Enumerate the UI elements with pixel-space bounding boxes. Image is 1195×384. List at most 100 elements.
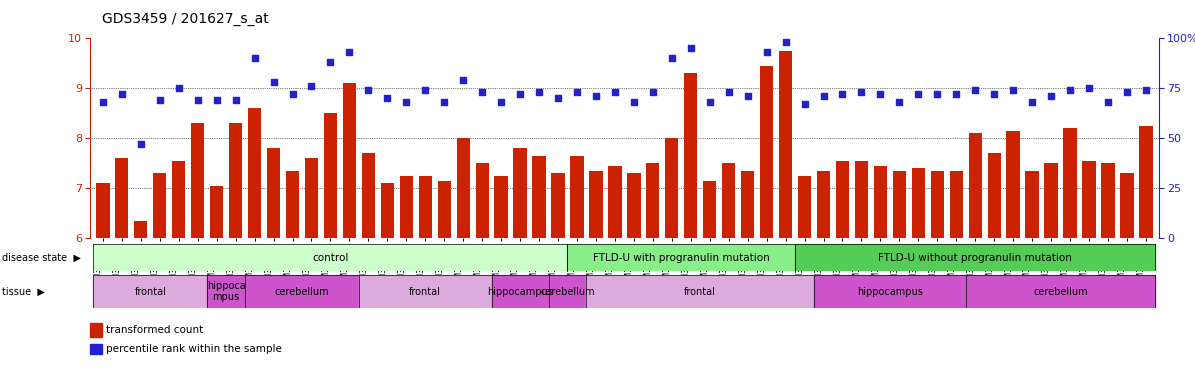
Bar — [418, 176, 431, 238]
Bar — [476, 163, 489, 238]
Bar — [1064, 128, 1077, 238]
Text: FTLD-U without progranulin mutation: FTLD-U without progranulin mutation — [878, 253, 1072, 263]
Point — [795, 101, 814, 108]
Point — [1023, 99, 1042, 105]
Bar — [153, 173, 166, 238]
Point — [908, 91, 927, 98]
Text: cerebellum: cerebellum — [1034, 286, 1087, 297]
Point — [112, 91, 131, 98]
Bar — [893, 170, 906, 238]
Bar — [456, 138, 470, 238]
Bar — [191, 123, 204, 238]
Point — [188, 97, 207, 103]
Point — [321, 59, 341, 65]
Point — [264, 79, 283, 85]
Bar — [210, 186, 223, 238]
Point — [283, 91, 302, 98]
Text: FTLD-U with progranulin mutation: FTLD-U with progranulin mutation — [593, 253, 770, 263]
Point — [397, 99, 416, 105]
Point — [985, 91, 1004, 98]
Text: cerebellum: cerebellum — [275, 286, 330, 297]
Bar — [305, 158, 318, 238]
Point — [890, 99, 909, 105]
Bar — [551, 173, 565, 238]
Bar — [814, 275, 966, 308]
Point — [643, 89, 662, 95]
Text: hippocampus: hippocampus — [857, 286, 923, 297]
Point — [435, 99, 454, 105]
Bar — [97, 183, 110, 238]
Point — [1098, 99, 1117, 105]
Text: tissue  ▶: tissue ▶ — [2, 286, 45, 297]
Bar — [514, 148, 527, 238]
Point — [568, 89, 587, 95]
Point — [719, 89, 739, 95]
Bar — [684, 73, 698, 238]
Bar — [969, 133, 982, 238]
Point — [624, 99, 643, 105]
Bar — [495, 176, 508, 238]
Bar — [987, 153, 1000, 238]
Point — [491, 99, 510, 105]
Point — [510, 91, 529, 98]
Point — [529, 89, 549, 95]
Bar — [950, 170, 963, 238]
Point — [93, 99, 112, 105]
Point — [339, 49, 358, 55]
Bar — [795, 244, 1156, 271]
Bar — [549, 275, 587, 308]
Bar — [358, 275, 491, 308]
Bar — [646, 163, 660, 238]
Text: frontal: frontal — [134, 286, 166, 297]
Bar — [245, 275, 358, 308]
Bar — [491, 275, 549, 308]
Point — [226, 97, 245, 103]
Bar — [437, 180, 451, 238]
Bar — [779, 51, 792, 238]
Point — [681, 45, 700, 51]
Text: percentile rank within the sample: percentile rank within the sample — [106, 344, 282, 354]
Bar — [570, 156, 583, 238]
Point — [700, 99, 719, 105]
Point — [416, 87, 435, 93]
Point — [758, 49, 777, 55]
Bar — [568, 244, 795, 271]
Bar — [399, 176, 413, 238]
Bar — [1006, 131, 1019, 238]
Point — [1042, 93, 1061, 99]
Bar — [286, 170, 299, 238]
Bar — [343, 83, 356, 238]
Text: cerebellum: cerebellum — [540, 286, 595, 297]
Point — [871, 91, 890, 98]
Text: hippocampus: hippocampus — [488, 286, 553, 297]
Point — [946, 91, 966, 98]
Bar — [229, 123, 243, 238]
Point — [131, 141, 151, 147]
Point — [454, 77, 473, 83]
Point — [776, 39, 795, 45]
Bar — [854, 161, 868, 238]
Point — [852, 89, 871, 95]
Point — [302, 83, 321, 89]
Point — [1136, 87, 1156, 93]
Bar — [627, 173, 641, 238]
Bar — [249, 108, 262, 238]
Point — [245, 55, 264, 61]
Text: frontal: frontal — [685, 286, 716, 297]
Point — [549, 95, 568, 101]
Bar — [741, 170, 754, 238]
Point — [1060, 87, 1079, 93]
Point — [1004, 87, 1023, 93]
Point — [587, 93, 606, 99]
Point — [1079, 85, 1098, 91]
Bar — [362, 153, 375, 238]
Bar — [324, 113, 337, 238]
Bar — [817, 170, 831, 238]
Text: transformed count: transformed count — [106, 325, 203, 335]
Bar — [874, 166, 887, 238]
Bar — [703, 180, 716, 238]
Bar — [760, 66, 773, 238]
Bar — [589, 170, 602, 238]
Point — [966, 87, 985, 93]
Bar — [533, 156, 546, 238]
